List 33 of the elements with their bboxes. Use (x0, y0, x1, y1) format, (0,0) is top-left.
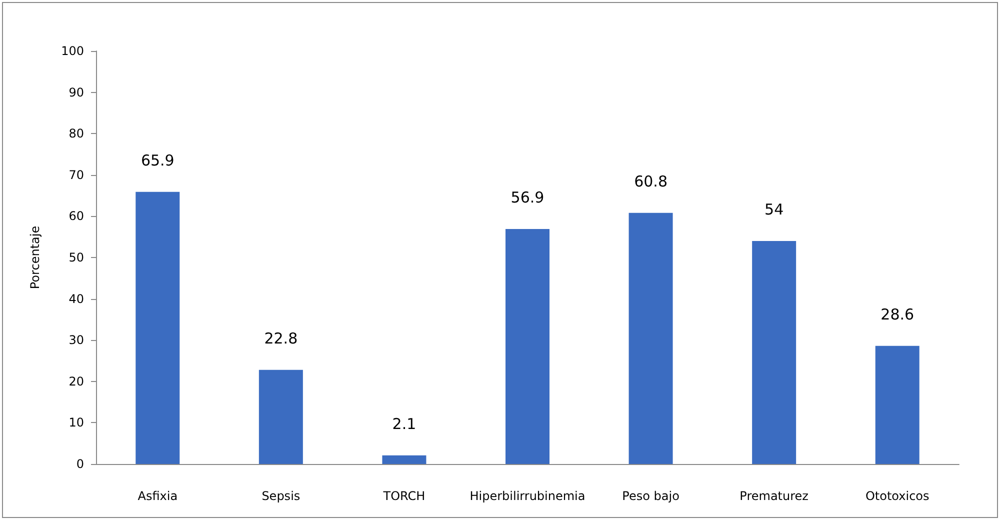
data-label: 56.9 (510, 188, 544, 207)
y-tick-label: 10 (68, 416, 84, 430)
y-tick-label: 100 (61, 44, 84, 58)
bar (382, 455, 426, 464)
bar (136, 192, 180, 464)
x-tick-label: Ototoxicos (865, 489, 930, 503)
data-label: 28.6 (880, 305, 914, 324)
y-tick-label: 60 (68, 209, 84, 224)
x-tick-label: Asfixia (138, 489, 178, 503)
x-tick-label: Prematurez (740, 489, 808, 503)
data-label: 60.8 (634, 172, 668, 190)
y-tick-label: 0 (76, 457, 84, 471)
bar (875, 346, 920, 464)
y-tick-label: 30 (68, 333, 84, 348)
data-label: 54 (764, 200, 784, 218)
y-tick-label: 90 (68, 85, 84, 100)
y-tick-label: 80 (68, 126, 84, 141)
bar (258, 370, 303, 464)
x-tick-label: Sepsis (262, 489, 300, 503)
data-label: 22.8 (264, 329, 298, 348)
bar (506, 229, 550, 464)
data-label: 65.9 (140, 151, 174, 170)
data-label: 2.1 (392, 414, 416, 433)
bar (628, 212, 673, 464)
x-tick-label: Peso bajo (622, 489, 680, 503)
y-tick-label: 20 (68, 374, 84, 388)
y-axis-title: Porcentaje (28, 226, 42, 290)
y-tick-label: 40 (68, 292, 84, 306)
x-tick-label: TORCH (382, 489, 426, 503)
x-tick-label: Hiperbilirrubinemia (470, 489, 586, 503)
y-tick-label: 50 (68, 250, 84, 264)
y-tick-label: 70 (68, 168, 84, 182)
bar (752, 240, 796, 464)
